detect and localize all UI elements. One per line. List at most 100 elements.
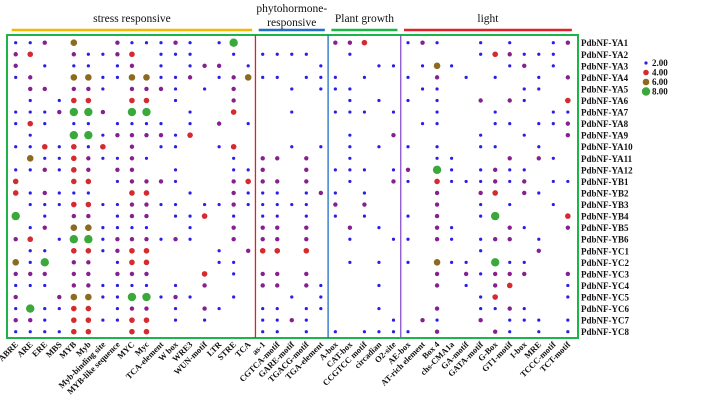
dot [85, 74, 92, 81]
group-headers: stress responsive phytohormone-responsive… [11, 3, 572, 32]
dot [391, 168, 396, 172]
dot [115, 214, 120, 218]
dot [28, 249, 32, 253]
dot [391, 64, 396, 68]
dot [391, 110, 396, 114]
dot [261, 52, 265, 56]
dot [43, 283, 47, 288]
dot [144, 156, 149, 160]
dot [188, 191, 192, 195]
dot [347, 40, 353, 45]
dot [129, 202, 135, 207]
dot [28, 98, 32, 103]
dot [144, 306, 149, 311]
dot [246, 168, 250, 172]
dot [101, 75, 105, 79]
dot [43, 214, 47, 218]
dot [129, 271, 135, 277]
dot [14, 283, 18, 288]
dot [479, 133, 483, 137]
dot [42, 271, 47, 277]
row-label: PdbNF-YC7 [581, 316, 630, 326]
dot [522, 52, 526, 56]
dot [479, 202, 483, 207]
dot [71, 283, 77, 288]
dot [260, 283, 265, 288]
dot [101, 133, 105, 137]
dot [537, 191, 541, 195]
dot [14, 145, 18, 149]
dot [232, 272, 236, 276]
dot [159, 64, 163, 68]
dot [479, 214, 483, 218]
dot [71, 52, 77, 57]
dot [28, 86, 33, 92]
group-header-label: responsive [267, 17, 316, 29]
dot [377, 98, 381, 103]
dot [566, 110, 570, 114]
dot [507, 271, 512, 277]
dot [537, 75, 541, 79]
dot [173, 294, 178, 300]
dot [551, 179, 555, 184]
dot [420, 40, 425, 45]
dot [86, 191, 90, 195]
dot [464, 179, 468, 184]
row-label: PdbNF-YC1 [581, 246, 630, 256]
dot [85, 97, 92, 104]
dot [319, 145, 323, 149]
dot [144, 122, 149, 126]
dot [43, 202, 47, 207]
dot [187, 75, 193, 80]
dot [42, 167, 47, 173]
dot [188, 52, 192, 56]
dot [129, 144, 135, 149]
dot [143, 97, 150, 104]
dot [246, 64, 250, 68]
dot [14, 168, 18, 172]
dot [28, 271, 33, 277]
dot [304, 214, 308, 218]
dot [479, 168, 483, 172]
legend-marker [642, 78, 650, 86]
legend-marker [641, 87, 651, 96]
dot [479, 52, 483, 56]
dot [72, 64, 76, 68]
dot [85, 328, 92, 335]
dot [28, 202, 32, 207]
dot [230, 143, 237, 150]
dot [86, 64, 90, 68]
dot [173, 75, 178, 79]
dot [143, 74, 150, 81]
dot [43, 122, 47, 126]
dot [26, 155, 34, 162]
dot [28, 330, 32, 334]
dot [536, 156, 541, 161]
dot [217, 306, 221, 311]
dot [188, 41, 192, 45]
dot [275, 225, 280, 230]
dot [362, 191, 367, 195]
dot [173, 283, 178, 288]
dot [435, 110, 439, 114]
dot [230, 109, 237, 115]
dot [202, 63, 207, 69]
dot [435, 122, 439, 126]
dot [28, 110, 32, 114]
dot [275, 179, 280, 184]
legend-label: 8.00 [652, 87, 668, 97]
dot [27, 236, 34, 243]
dot [231, 86, 236, 92]
group-header-label: stress responsive [93, 13, 171, 25]
dot [86, 260, 91, 265]
dot [142, 292, 151, 302]
dot [129, 237, 135, 242]
dot [71, 247, 77, 254]
dot [57, 294, 62, 300]
dot [434, 271, 440, 277]
dot [129, 190, 135, 196]
dot [188, 295, 192, 299]
dot [115, 122, 120, 126]
row-label: PdbNF-YC2 [581, 258, 630, 268]
dot [71, 97, 77, 104]
